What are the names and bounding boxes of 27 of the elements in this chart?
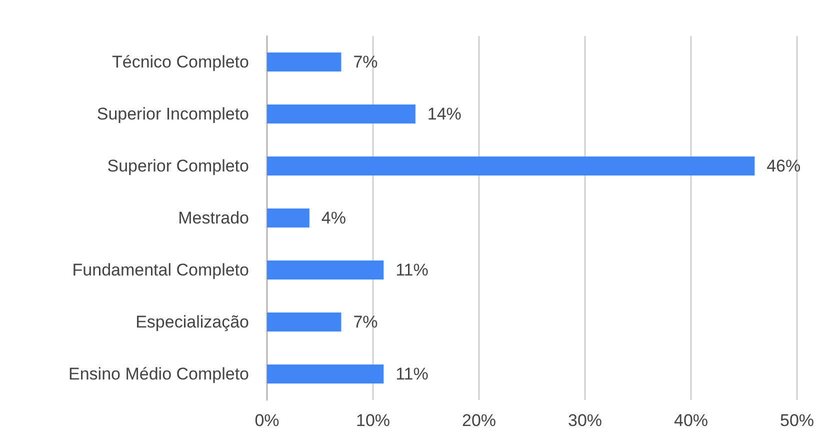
x-tick-label: 30% [568,411,602,430]
y-tick-label: Especialização [136,312,249,332]
data-label: 46% [766,156,801,176]
data-label: 7% [353,312,378,332]
data-label: 11% [396,364,428,384]
bar [267,104,416,124]
bar [267,364,384,384]
y-tick-label: Mestrado [178,208,249,228]
x-tick-label: 10% [356,411,390,430]
x-tick-label: 0% [254,411,280,430]
x-tick-label: 40% [674,411,708,430]
x-tick-label: 20% [462,411,496,430]
x-tick-label: 50% [780,411,814,430]
data-label: 4% [321,208,346,228]
bar [267,52,342,72]
bar [267,156,755,176]
y-tick-label: Ensino Médio Completo [68,364,249,384]
y-tick-label: Fundamental Completo [72,260,249,280]
bar [267,260,384,280]
bar [267,208,310,228]
bar [267,312,342,332]
y-tick-label: Técnico Completo [112,52,249,72]
data-label: 11% [396,260,428,280]
data-label: 14% [427,104,462,124]
data-label: 7% [353,52,378,72]
y-tick-label: Superior Incompleto [96,104,249,124]
y-tick-label: Superior Completo [107,156,249,176]
